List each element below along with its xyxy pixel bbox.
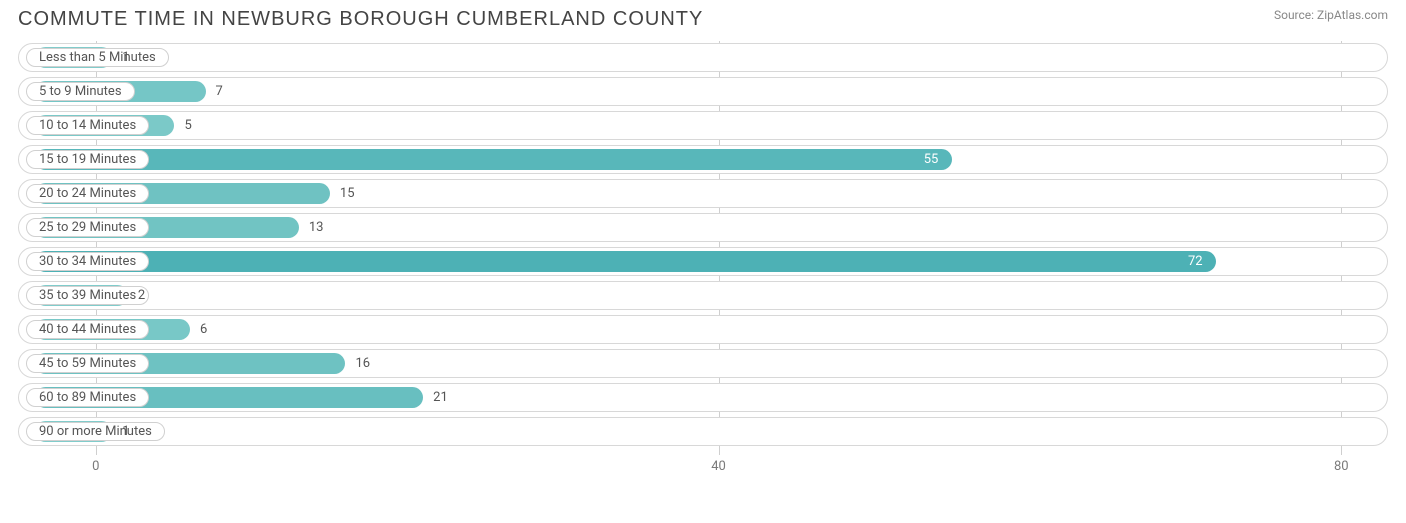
category-label: 45 to 59 Minutes	[39, 356, 136, 371]
value-label: 5	[184, 112, 191, 139]
bar-row: 40 to 44 Minutes 6	[18, 315, 1388, 344]
category-pill: 20 to 24 Minutes	[26, 184, 149, 203]
category-label: 90 or more Minutes	[39, 424, 152, 439]
bar-row: 15 to 19 Minutes 55	[18, 145, 1388, 174]
category-label: 40 to 44 Minutes	[39, 322, 136, 337]
category-label: Less than 5 Minutes	[39, 50, 156, 65]
bar	[35, 251, 1216, 272]
value-label: 21	[433, 384, 448, 411]
bar-row: 25 to 29 Minutes 13	[18, 213, 1388, 242]
category-pill: 30 to 34 Minutes	[26, 252, 149, 271]
bar-row: 20 to 24 Minutes 15	[18, 179, 1388, 208]
bar-row: 45 to 59 Minutes 16	[18, 349, 1388, 378]
category-pill: 45 to 59 Minutes	[26, 354, 149, 373]
chart-source: Source: ZipAtlas.com	[1274, 8, 1388, 22]
category-label: 20 to 24 Minutes	[39, 186, 136, 201]
value-label: 6	[200, 316, 207, 343]
x-axis: 0 40 80	[18, 455, 1388, 481]
bar	[35, 149, 952, 170]
category-pill: 5 to 9 Minutes	[26, 82, 135, 101]
category-label: 25 to 29 Minutes	[39, 220, 136, 235]
category-label: 15 to 19 Minutes	[39, 152, 136, 167]
bar-row: 30 to 34 Minutes 72	[18, 247, 1388, 276]
category-pill: 90 or more Minutes	[26, 422, 165, 441]
x-tick-label: 80	[1334, 459, 1349, 474]
category-label: 10 to 14 Minutes	[39, 118, 136, 133]
bar-row: 35 to 39 Minutes2	[18, 281, 1388, 310]
category-pill: 60 to 89 Minutes	[26, 388, 149, 407]
value-label: 1	[122, 44, 129, 71]
category-pill: 40 to 44 Minutes	[26, 320, 149, 339]
category-label: 60 to 89 Minutes	[39, 390, 136, 405]
category-pill: Less than 5 Minutes	[26, 48, 169, 67]
chart-area: Less than 5 Minutes15 to 9 Minutes710 to…	[18, 41, 1388, 481]
bar-rows: Less than 5 Minutes15 to 9 Minutes710 to…	[18, 41, 1388, 455]
x-tick-label: 0	[92, 459, 99, 474]
value-label: 2	[138, 282, 145, 309]
value-label: 72	[1188, 248, 1203, 275]
x-tick-label: 40	[711, 459, 726, 474]
value-label: 15	[340, 180, 355, 207]
category-pill: 15 to 19 Minutes	[26, 150, 149, 169]
bar-row: 90 or more Minutes1	[18, 417, 1388, 446]
value-label: 7	[216, 78, 223, 105]
value-label: 16	[355, 350, 370, 377]
category-label: 5 to 9 Minutes	[39, 84, 122, 99]
value-label: 1	[122, 418, 129, 445]
category-label: 30 to 34 Minutes	[39, 254, 136, 269]
value-label: 13	[309, 214, 324, 241]
chart-header: COMMUTE TIME IN NEWBURG BOROUGH CUMBERLA…	[0, 0, 1406, 35]
category-label: 35 to 39 Minutes	[39, 288, 136, 303]
category-pill: 25 to 29 Minutes	[26, 218, 149, 237]
bar-row: 60 to 89 Minutes 21	[18, 383, 1388, 412]
category-pill: 35 to 39 Minutes	[26, 286, 149, 305]
bar-row: Less than 5 Minutes1	[18, 43, 1388, 72]
category-pill: 10 to 14 Minutes	[26, 116, 149, 135]
bar-row: 10 to 14 Minutes 5	[18, 111, 1388, 140]
bar-row: 5 to 9 Minutes 7	[18, 77, 1388, 106]
chart-title: COMMUTE TIME IN NEWBURG BOROUGH CUMBERLA…	[18, 8, 703, 31]
value-label: 55	[924, 146, 939, 173]
